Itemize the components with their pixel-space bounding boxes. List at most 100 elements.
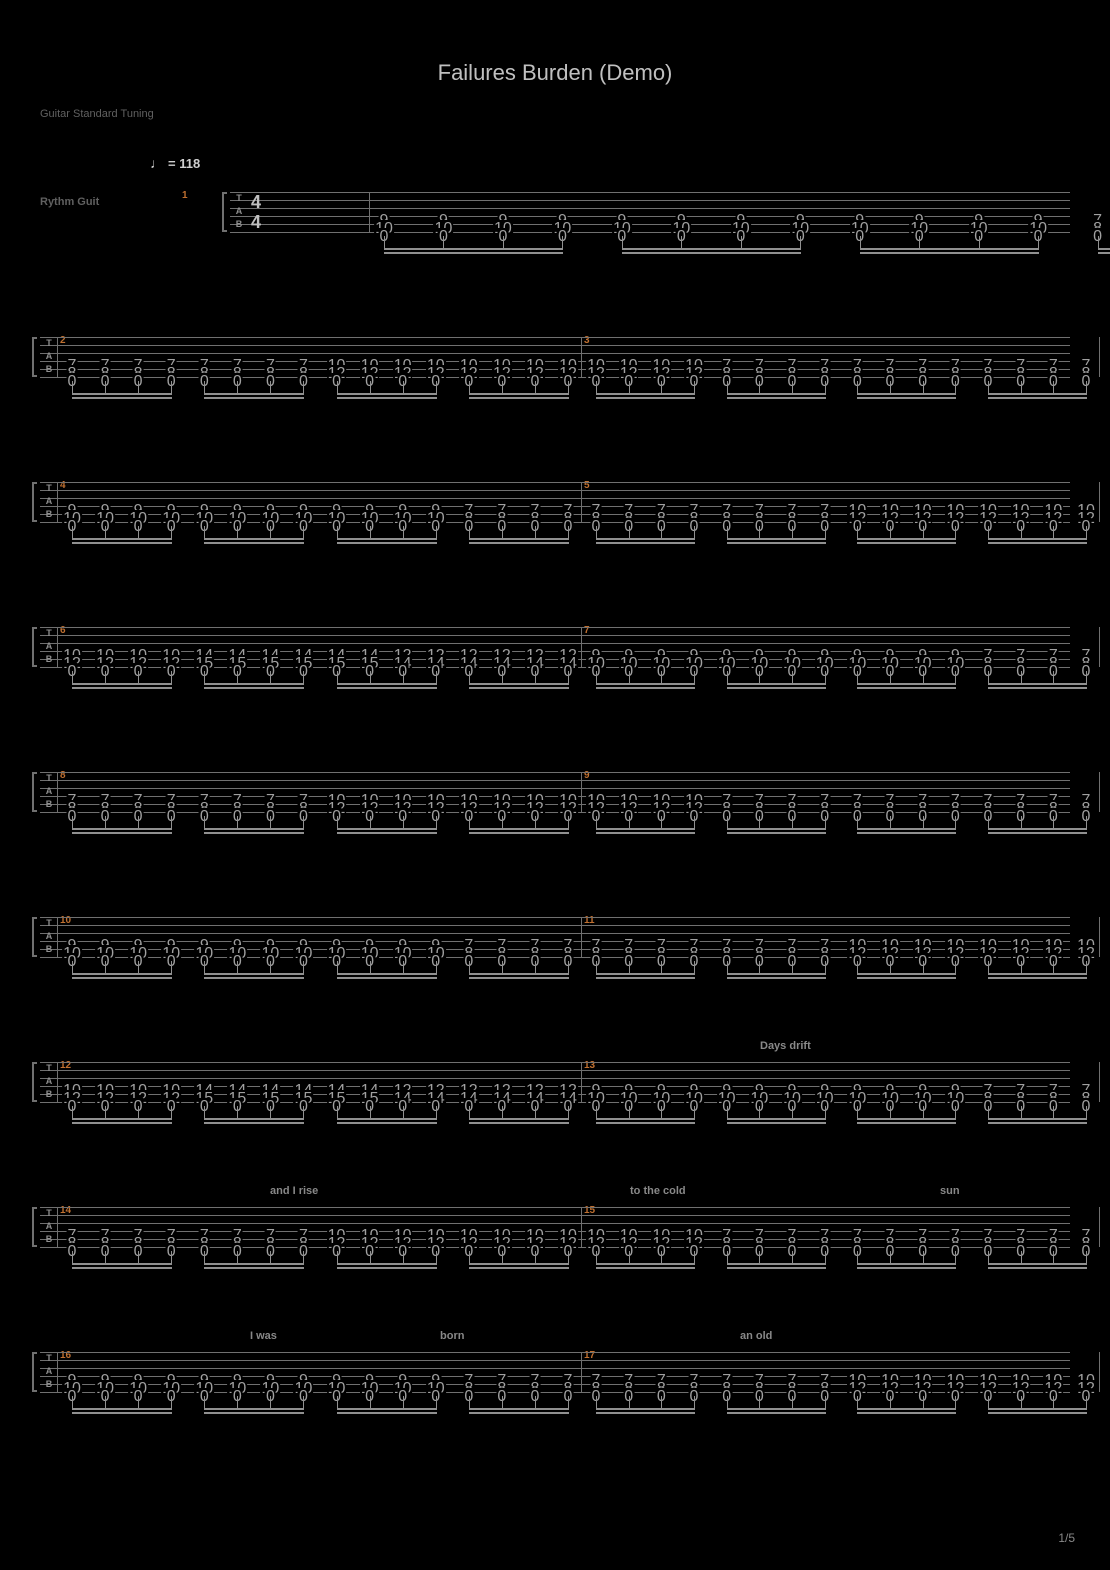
beam (622, 252, 801, 254)
tab-clef: TAB (43, 1207, 55, 1247)
tab-string-line (40, 1368, 1070, 1369)
beam (727, 1118, 826, 1120)
beam (857, 1412, 956, 1414)
beam (988, 973, 1087, 975)
barline (1099, 1062, 1100, 1102)
lyric-text: Days drift (760, 1040, 811, 1052)
tab-string-line (40, 361, 1070, 362)
barline (581, 1062, 582, 1102)
tab-string-line (40, 1062, 1070, 1063)
barline (1099, 337, 1100, 377)
tab-string-line (40, 1070, 1070, 1071)
tab-string-line (230, 216, 1070, 217)
beam (988, 683, 1087, 685)
tab-string-line (230, 208, 1070, 209)
barline (581, 627, 582, 667)
beam (596, 977, 695, 979)
beam (988, 1408, 1087, 1410)
beam (988, 393, 1087, 395)
system-bracket (32, 1352, 37, 1392)
barline (1099, 627, 1100, 667)
tab-system: 2378078078078078078078078010120101201012… (40, 337, 1070, 427)
tab-system: 1011910091009100910091009100910091009100… (40, 917, 1070, 1007)
beam (857, 683, 956, 685)
beam (988, 1267, 1087, 1269)
tab-string-line (40, 933, 1070, 934)
beam (857, 393, 956, 395)
lyric-text: to the cold (630, 1185, 686, 1197)
beam (857, 1267, 956, 1269)
tab-string-line (40, 1360, 1070, 1361)
system-bracket (32, 1207, 37, 1247)
barline (57, 1207, 58, 1247)
tab-string-line (40, 788, 1070, 789)
beam (857, 397, 956, 399)
tab-string-line (40, 627, 1070, 628)
tab-system: 8978078078078078078078078010120101201012… (40, 772, 1070, 862)
beam (1098, 248, 1110, 250)
page-title: Failures Burden (Demo) (0, 60, 1110, 86)
barline (1099, 917, 1100, 957)
tab-clef: TAB (233, 192, 245, 232)
barline (1099, 772, 1100, 812)
barline (581, 917, 582, 957)
beam (857, 1408, 956, 1410)
beam (988, 828, 1087, 830)
beam (857, 828, 956, 830)
page-number: 1/5 (1058, 1531, 1075, 1545)
beam (596, 393, 695, 395)
tab-string-line (40, 353, 1070, 354)
tab-string-line (40, 917, 1070, 918)
tab-system: 4591009100910091009100910091009100910091… (40, 482, 1070, 572)
beam (727, 1408, 826, 1410)
beam (727, 832, 826, 834)
tab-string-line (40, 337, 1070, 338)
tab-system: and I riseto the coldsun1415780780780780… (40, 1207, 1070, 1297)
barline (57, 917, 58, 957)
beam (857, 542, 956, 544)
beam (988, 1263, 1087, 1265)
beam (857, 1122, 956, 1124)
system-bracket (32, 1062, 37, 1102)
beam (384, 248, 563, 250)
lyric-text: and I rise (270, 1185, 318, 1197)
beam (988, 1118, 1087, 1120)
beam (727, 828, 826, 830)
lyric-text: sun (940, 1185, 960, 1197)
tab-string-line (40, 635, 1070, 636)
tab-clef: TAB (43, 917, 55, 957)
barline (57, 482, 58, 522)
system-bracket (32, 627, 37, 667)
beam (988, 832, 1087, 834)
beam (596, 832, 695, 834)
beam (988, 687, 1087, 689)
beam (857, 973, 956, 975)
tab-clef: TAB (43, 1352, 55, 1392)
beam (857, 687, 956, 689)
tab-clef: TAB (43, 337, 55, 377)
tab-string-line (40, 804, 1070, 805)
beam (727, 397, 826, 399)
beam (857, 538, 956, 540)
tempo-marking: = 118 (150, 155, 200, 171)
beam (860, 252, 1039, 254)
beam (988, 1412, 1087, 1414)
barline (57, 627, 58, 667)
tab-string-line (40, 812, 1070, 813)
tab-string-line (40, 345, 1070, 346)
beam (727, 973, 826, 975)
lyric-text: an old (740, 1330, 772, 1342)
barline (369, 192, 370, 232)
beam (727, 393, 826, 395)
beam (596, 973, 695, 975)
beam (857, 1263, 956, 1265)
tab-string-line (40, 377, 1070, 378)
beam (860, 248, 1039, 250)
beam (596, 1267, 695, 1269)
system-bracket (32, 482, 37, 522)
tab-clef: TAB (43, 1062, 55, 1102)
beam (596, 538, 695, 540)
beam (727, 1412, 826, 1414)
tab-system: I wasbornan old1617910091009100910091009… (40, 1352, 1070, 1442)
beam (857, 977, 956, 979)
